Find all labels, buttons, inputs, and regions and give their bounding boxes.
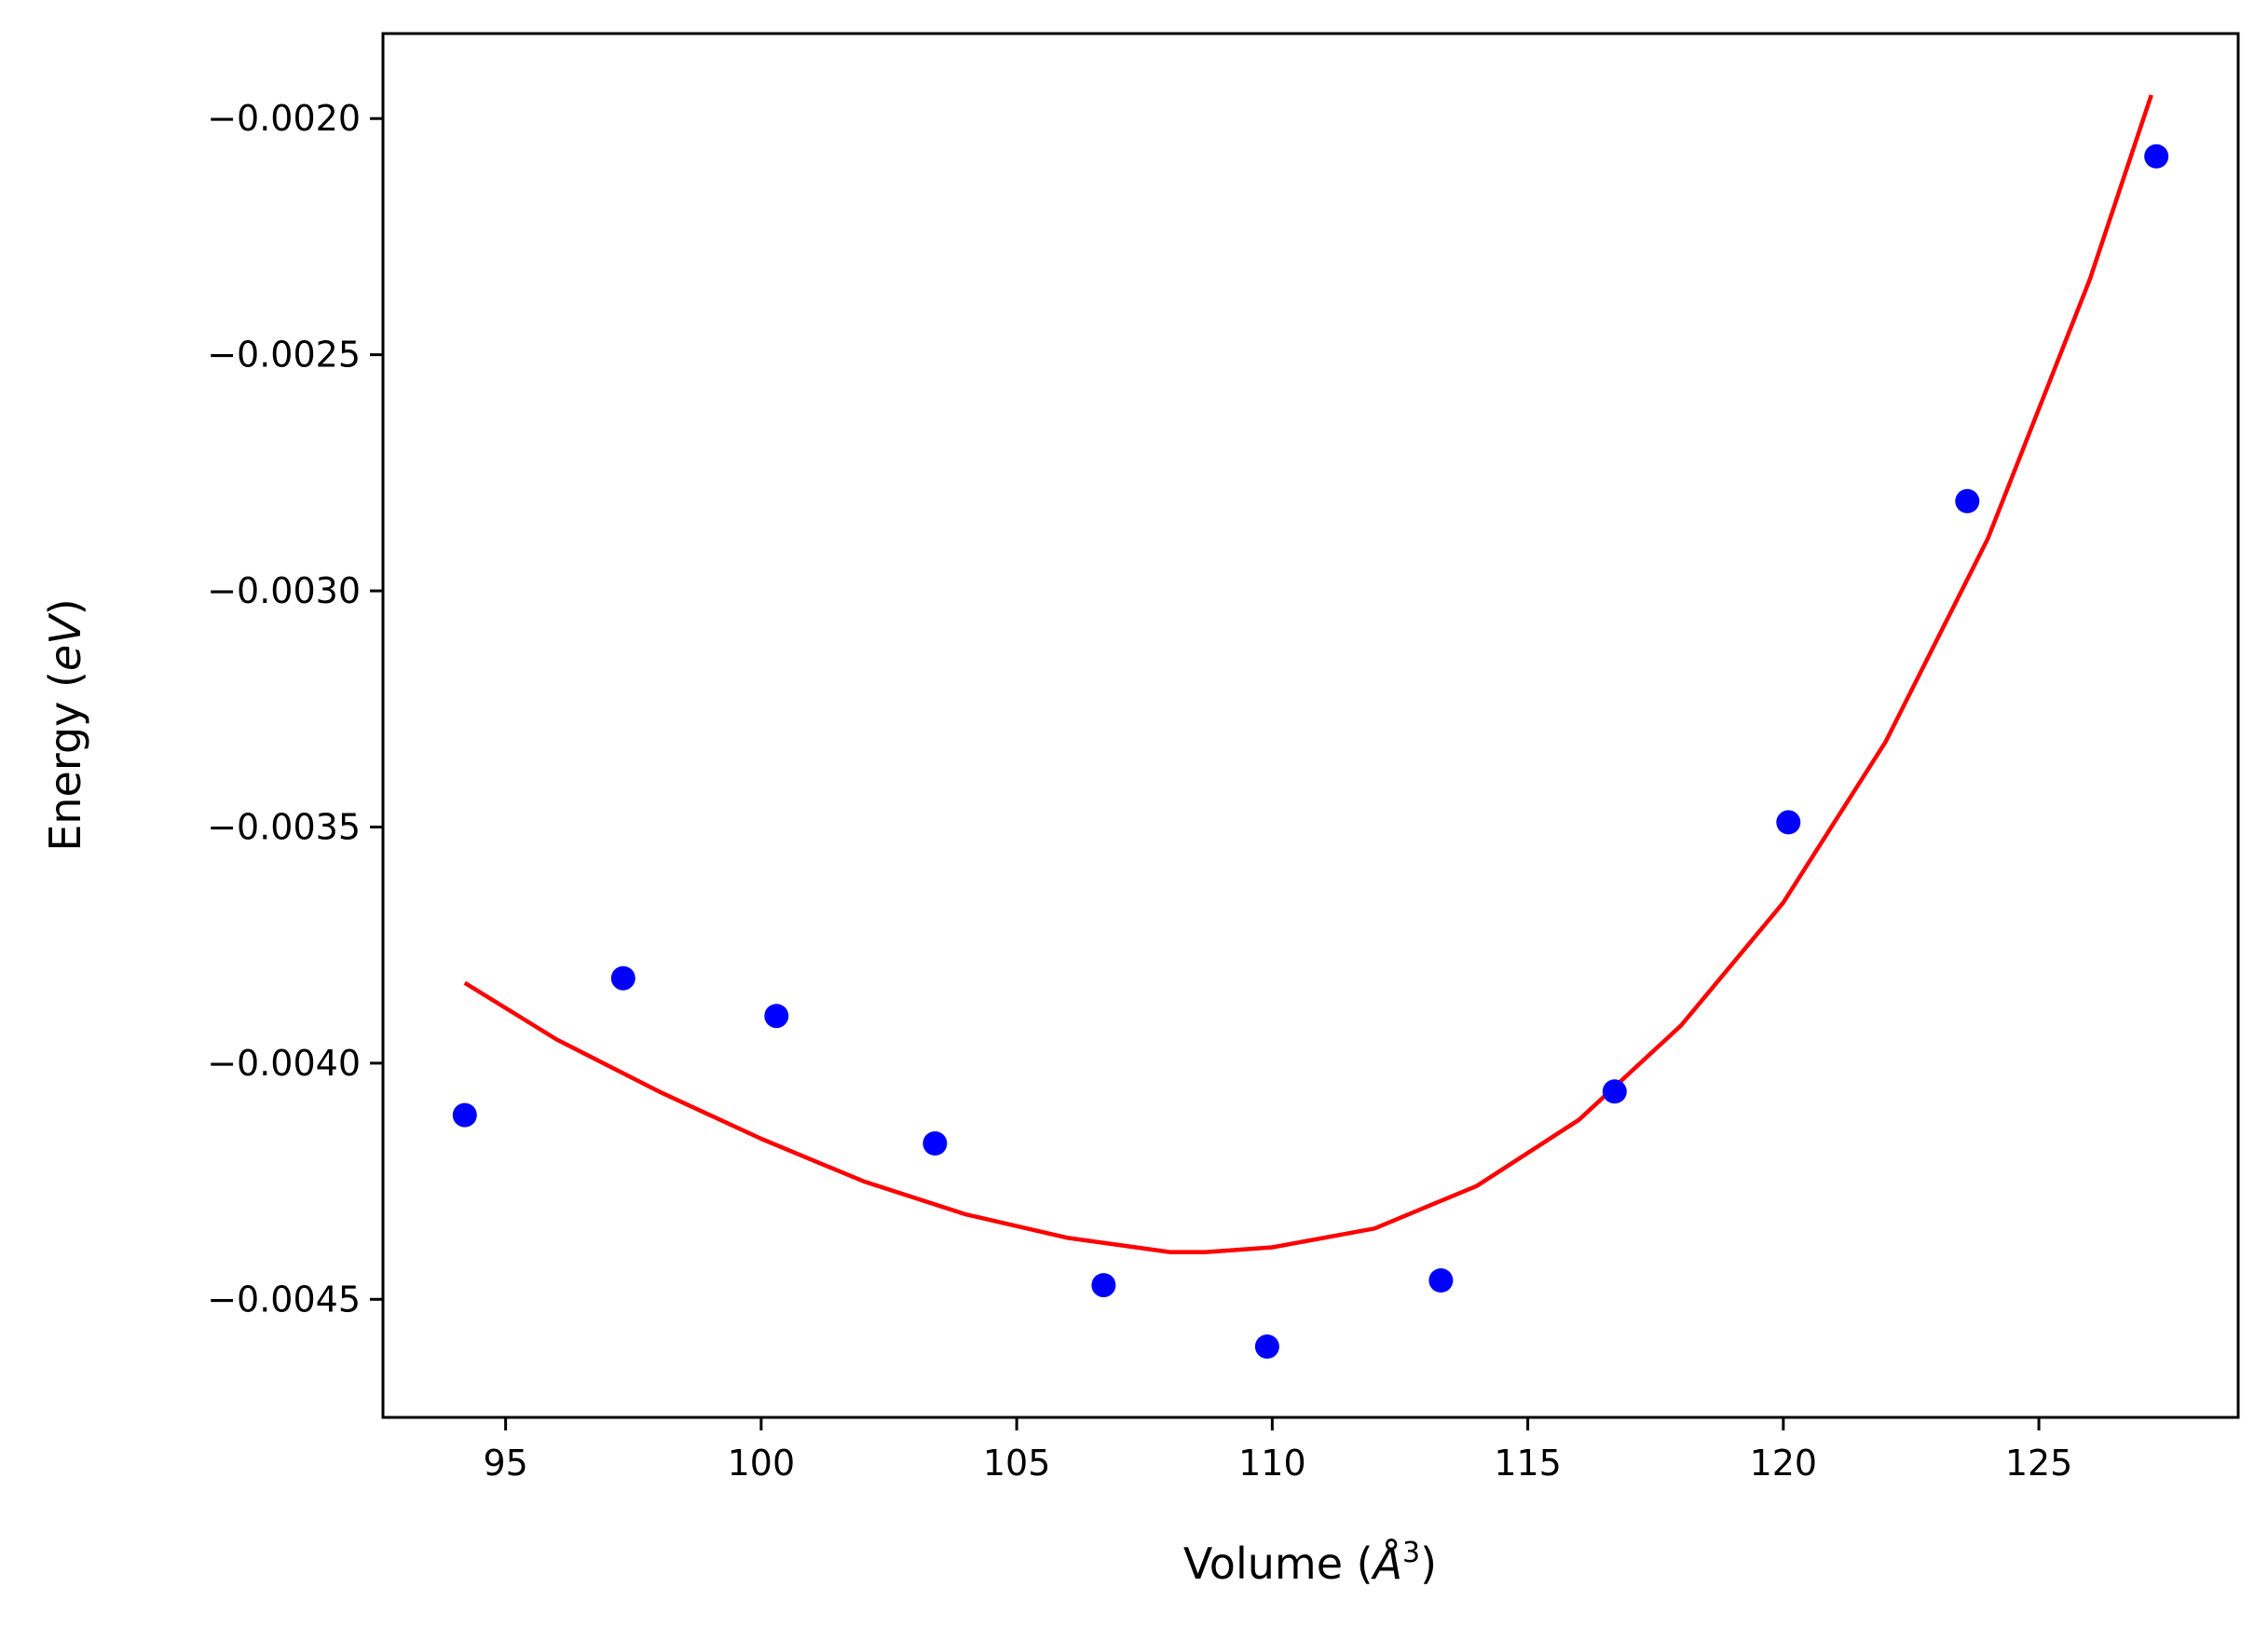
y-tick-label-2: −0.0030 bbox=[207, 570, 361, 611]
x-axis-label: Volume (Å3) bbox=[1183, 1537, 1437, 1589]
x-tick-label-5: 120 bbox=[1750, 1443, 1818, 1484]
fit-curve-layer bbox=[463, 94, 2153, 1254]
data-point-10 bbox=[2144, 144, 2169, 169]
fit-curve-line bbox=[463, 94, 2153, 1254]
data-point-6 bbox=[1428, 1268, 1454, 1293]
data-point-0 bbox=[452, 1102, 477, 1128]
data-point-4 bbox=[1091, 1273, 1116, 1298]
y-tick-label-5: −0.0045 bbox=[207, 1279, 361, 1320]
y-tick-label-4: −0.0040 bbox=[207, 1043, 361, 1084]
y-tick-label-1: −0.0025 bbox=[207, 335, 361, 376]
y-axis-label: Energy (eV) bbox=[40, 598, 90, 851]
data-points-layer bbox=[452, 144, 2169, 1359]
data-point-5 bbox=[1254, 1334, 1279, 1359]
x-tick-label-6: 125 bbox=[2005, 1443, 2073, 1484]
y-tick-label-0: −0.0020 bbox=[207, 98, 361, 139]
y-axis-ticks: −0.0020 −0.0025 −0.0030 −0.0035 −0.0040 −0.00… bbox=[207, 98, 383, 1320]
data-point-9 bbox=[1955, 488, 1980, 513]
data-point-3 bbox=[922, 1131, 948, 1156]
data-point-8 bbox=[1776, 810, 1801, 835]
x-tick-label-1: 100 bbox=[728, 1443, 796, 1484]
data-point-2 bbox=[764, 1004, 789, 1029]
x-axis-ticks: 95 100 105 110 115 120 125 bbox=[483, 1417, 2072, 1484]
x-tick-label-4: 115 bbox=[1494, 1443, 1562, 1484]
x-tick-label-2: 105 bbox=[983, 1443, 1051, 1484]
y-tick-label-3: −0.0035 bbox=[207, 806, 361, 847]
x-tick-label-3: 110 bbox=[1238, 1443, 1306, 1484]
data-point-7 bbox=[1602, 1079, 1627, 1104]
data-point-1 bbox=[610, 965, 635, 991]
x-tick-label-0: 95 bbox=[483, 1443, 527, 1484]
plot-frame bbox=[381, 32, 2240, 1419]
